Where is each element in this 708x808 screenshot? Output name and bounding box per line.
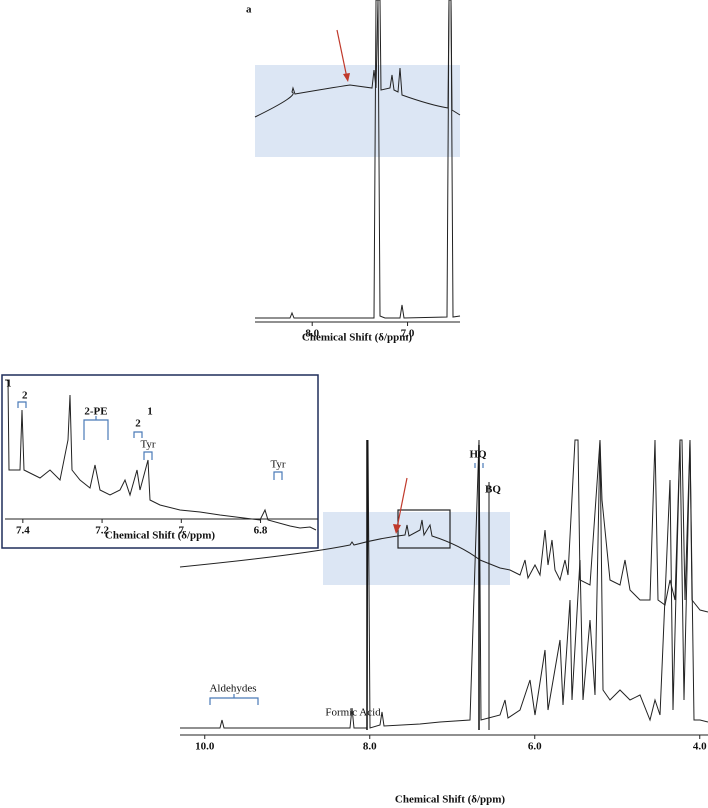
arrow: [396, 477, 408, 529]
x-tick-label: 8.0: [363, 741, 377, 753]
annotation: BQ: [485, 484, 501, 496]
spectrum-trace: [255, 0, 461, 319]
panel-label: a: [246, 4, 252, 16]
bracket: [133, 431, 143, 438]
annotation: Tyr: [270, 459, 285, 471]
x-tick-label: 7: [179, 525, 185, 537]
x-tick-label: 8.0: [305, 328, 319, 340]
x-tick-label: 4.0: [693, 741, 707, 753]
x-tick-label: 10.0: [195, 741, 215, 753]
spectrum-trace: [254, 0, 461, 118]
x-axis-label: Chemical Shift (δ/ppm): [105, 530, 216, 542]
arrow-head: [393, 524, 401, 534]
arrow: [336, 29, 348, 79]
bracket: [143, 451, 153, 460]
spectrum-trace: [179, 439, 708, 613]
arrow-head: [343, 73, 350, 82]
annotation: Formic Acid: [325, 707, 381, 719]
annotation: 2-PE: [84, 406, 107, 418]
x-tick-label: 6.0: [528, 741, 542, 753]
x-tick-label: 7.4: [16, 525, 30, 537]
annotation: Aldehydes: [209, 683, 256, 695]
bracket: [273, 471, 283, 480]
bracket: [474, 463, 484, 468]
annotation: HQ: [469, 449, 487, 461]
x-tick-label: 7.0: [401, 328, 415, 340]
annotation: 1: [147, 406, 153, 418]
bracket: [209, 694, 259, 705]
x-axis-label: Chemical Shift (δ/ppm): [302, 332, 413, 344]
annotation: 1: [6, 378, 12, 390]
bracket: [17, 401, 27, 408]
x-tick-label: 7.2: [95, 525, 109, 537]
annotation: 2: [22, 390, 28, 402]
spectrum-trace: [5, 379, 317, 531]
x-axis-label: Chemical Shift (δ/ppm): [395, 794, 506, 806]
annotation: 2: [135, 418, 141, 430]
highlight-region: [255, 65, 460, 157]
x-tick-label: 6.8: [254, 525, 268, 537]
spectrum-trace: [180, 439, 708, 729]
annotation: Tyr: [140, 439, 155, 451]
bracket: [83, 416, 109, 440]
